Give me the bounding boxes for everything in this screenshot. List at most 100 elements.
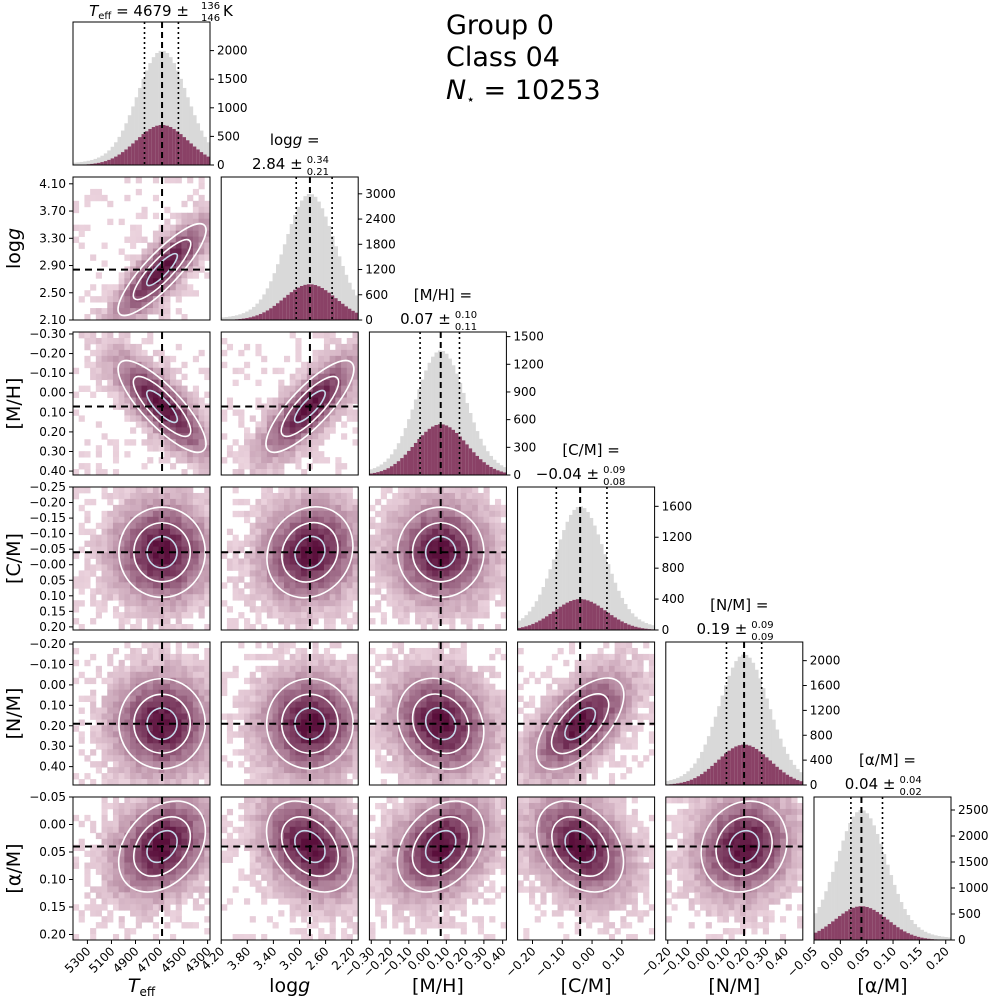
density-cell xyxy=(318,719,325,726)
density-cell xyxy=(192,707,199,714)
density-cell xyxy=(392,522,399,530)
density-cell xyxy=(107,898,114,905)
density-cell xyxy=(403,570,410,577)
density-cell xyxy=(118,665,125,673)
density-cell xyxy=(295,510,302,518)
density-cell xyxy=(204,212,211,220)
density-cell xyxy=(135,677,142,685)
hist-bar-class xyxy=(775,766,780,785)
density-cell xyxy=(192,492,199,500)
density-cell xyxy=(472,749,479,756)
density-cell xyxy=(192,206,199,214)
density-cell xyxy=(147,671,154,679)
hist-bar-all xyxy=(727,675,732,785)
density-cell xyxy=(261,492,268,500)
density-cell xyxy=(152,552,160,559)
density-cell xyxy=(392,767,399,774)
density-cell xyxy=(648,689,655,697)
density-cell xyxy=(580,755,587,762)
density-cell xyxy=(158,612,165,619)
density-cell xyxy=(426,683,433,691)
density-cell xyxy=(472,516,479,524)
density-cell xyxy=(130,260,137,267)
density-cell xyxy=(420,761,427,768)
density-cell xyxy=(455,552,462,559)
density-cell xyxy=(380,701,387,708)
density-cell xyxy=(152,725,160,732)
density-cell xyxy=(255,397,262,404)
density-cell xyxy=(375,725,382,732)
density-cell xyxy=(84,540,91,547)
density-cell xyxy=(84,290,91,297)
panel-frame xyxy=(368,331,507,476)
density-cell xyxy=(73,224,80,232)
density-cell xyxy=(278,522,285,530)
density-cell xyxy=(175,773,182,780)
density-cell xyxy=(118,361,125,369)
contour-inner xyxy=(293,389,326,424)
hist-bar-class xyxy=(551,611,556,630)
density-cell xyxy=(261,701,268,708)
hist-bar-class xyxy=(565,602,570,630)
y-tick-label: −0.30 xyxy=(29,327,66,341)
density-cell xyxy=(152,433,160,440)
density-cell xyxy=(175,415,182,422)
density-cell xyxy=(289,439,296,446)
density-cell xyxy=(175,445,182,452)
density-cell xyxy=(312,433,319,440)
density-cell xyxy=(375,528,382,536)
density-cell xyxy=(112,647,120,655)
density-cell xyxy=(631,743,638,750)
density-cell xyxy=(323,612,331,619)
hist-bar-class xyxy=(672,783,677,785)
density-cell xyxy=(472,731,479,738)
density-cell xyxy=(272,755,279,762)
density-cell xyxy=(278,510,285,518)
density-cell xyxy=(164,421,171,428)
density-cell xyxy=(449,671,456,679)
density-cell xyxy=(112,343,120,351)
density-cell xyxy=(255,689,262,697)
density-cell xyxy=(95,665,102,673)
hist-bar-class xyxy=(248,317,253,320)
density-cell xyxy=(226,564,234,571)
density-cell xyxy=(141,564,148,571)
density-cell xyxy=(278,576,285,583)
hist-bar-all xyxy=(676,777,680,785)
density-cell xyxy=(494,516,502,524)
density-cell xyxy=(494,522,502,530)
density-cell xyxy=(306,552,313,559)
density-cell xyxy=(226,540,234,547)
density-cell xyxy=(107,552,114,559)
contour-inner xyxy=(145,389,179,424)
hist-bar-all xyxy=(386,458,391,475)
density-cell xyxy=(637,725,644,732)
density-cell xyxy=(187,683,194,691)
density-cell xyxy=(472,534,479,542)
density-cell xyxy=(261,653,268,661)
density-cell xyxy=(187,576,194,583)
density-cell xyxy=(164,451,171,458)
density-cell xyxy=(626,725,633,732)
density-cell xyxy=(386,534,393,542)
density-cell xyxy=(135,302,142,309)
density-cell xyxy=(603,689,610,697)
density-cell xyxy=(181,707,188,714)
hist-title-text: Teff = 4679 ± xyxy=(89,2,189,22)
density-cell xyxy=(187,564,194,571)
density-cell xyxy=(101,844,108,852)
density-cell xyxy=(278,695,285,702)
density-cell xyxy=(523,767,530,774)
density-cell xyxy=(335,528,342,536)
density-cell xyxy=(232,409,239,416)
density-cell xyxy=(272,600,279,607)
density-cell xyxy=(84,510,91,518)
density-cell xyxy=(107,337,114,345)
density-cell xyxy=(73,677,80,685)
density-cell xyxy=(152,671,160,679)
density-cell xyxy=(181,504,188,512)
density-cell xyxy=(466,737,473,744)
density-cell xyxy=(591,659,598,667)
density-cell xyxy=(603,743,610,750)
density-cell xyxy=(112,838,120,846)
